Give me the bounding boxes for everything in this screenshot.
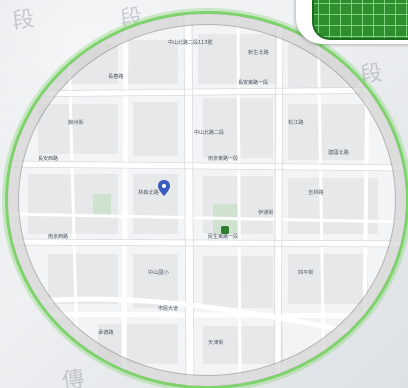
map-label: 長安西路: [38, 155, 58, 162]
map-label: 中山國小: [148, 268, 170, 276]
mrt-station-icon[interactable]: [221, 226, 229, 234]
location-marker-icon[interactable]: [158, 180, 170, 196]
map-label: 市民大道: [158, 305, 178, 312]
map-label: 四平街: [298, 268, 314, 276]
map-label: 長安東路一段: [238, 79, 268, 86]
map-canvas[interactable]: 中山北路二段113號 長安東路一段 中山北路二段 長安西路 南京東路一段 南京西…: [8, 14, 406, 386]
map-label: 天津街: [208, 338, 224, 346]
map-label: 南京西路: [48, 233, 68, 240]
map-label: 林森北路: [138, 188, 160, 196]
map-label: 伊通街: [258, 208, 274, 216]
diagonal-road: [17, 296, 406, 347]
road-network: [8, 14, 406, 386]
map-label: 長春路: [108, 72, 124, 80]
map-label: 承德路: [98, 328, 114, 336]
grid-toggle-icon[interactable]: [312, 0, 408, 40]
map-label: 南京東路一段: [208, 155, 238, 162]
map-label: 新生北路: [248, 48, 270, 56]
map-label: 中山北路二段: [194, 129, 224, 136]
map-label: 吉林路: [308, 188, 324, 196]
map-label: 錦州街: [68, 118, 84, 126]
map-labels: 中山北路二段113號 長安東路一段 中山北路二段 長安西路 南京東路一段 南京西…: [38, 39, 350, 346]
map-label: 松江路: [288, 118, 304, 126]
road-outlines: [8, 14, 406, 386]
map-label: 民生東路一段: [208, 233, 238, 240]
map-label: 中山北路二段113號: [168, 39, 213, 46]
map-label: 建國北路: [328, 148, 350, 156]
magnifier-lens[interactable]: 中山北路二段113號 長安東路一段 中山北路二段 長安西路 南京東路一段 南京西…: [8, 14, 406, 386]
